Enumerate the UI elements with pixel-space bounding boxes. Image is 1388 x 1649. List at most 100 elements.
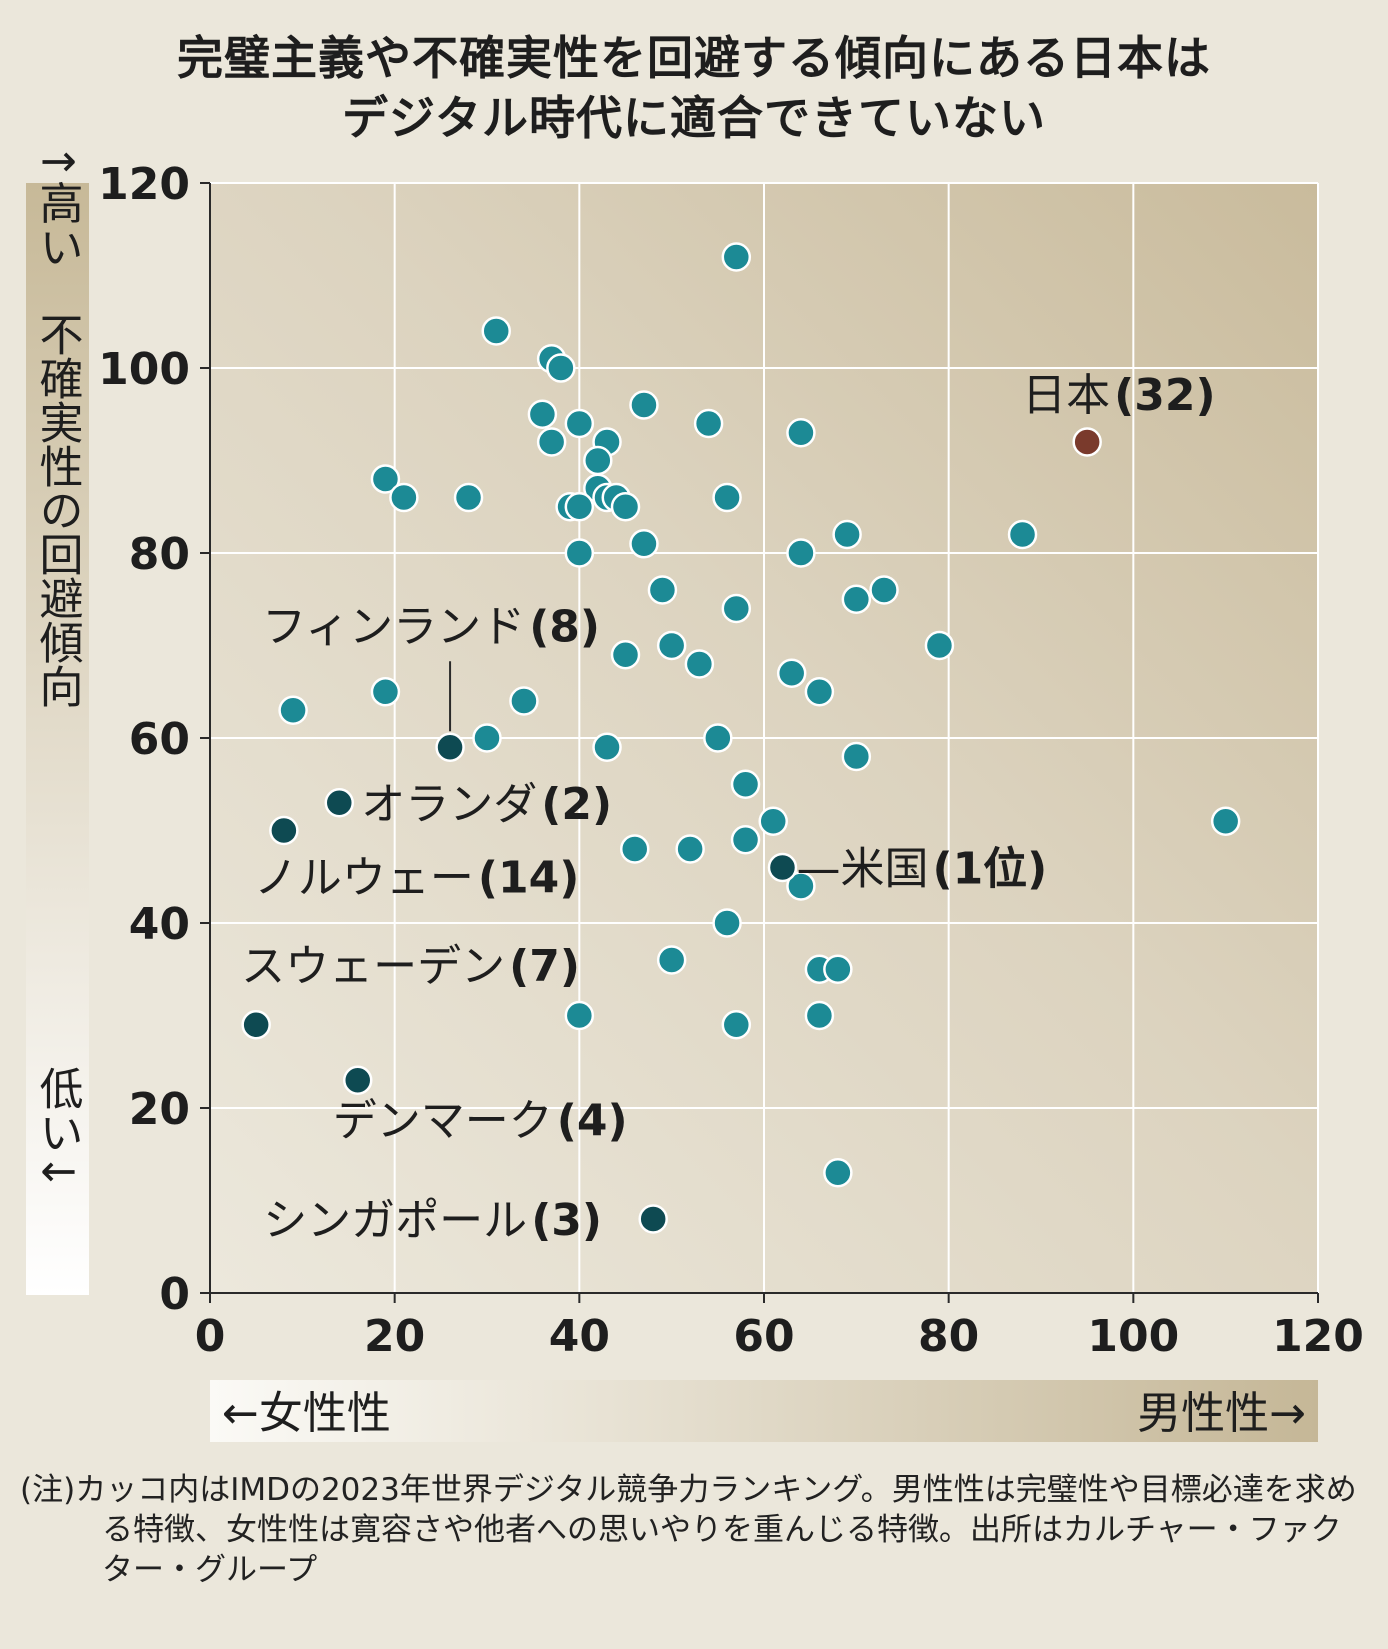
- point-label-country: デンマーク: [333, 1095, 553, 1146]
- data-point: [703, 723, 733, 753]
- chart-title-line-2: デジタル時代に適合できていない: [341, 91, 1047, 145]
- data-points: [241, 242, 1241, 1234]
- y-tick-label: 40: [129, 899, 190, 950]
- data-point: [786, 538, 816, 568]
- data-point: [712, 908, 742, 938]
- data-point: [241, 1010, 271, 1040]
- x-label-masculine: 男性性→: [1137, 1388, 1306, 1439]
- data-point: [786, 871, 816, 901]
- point-label-rank: (8): [529, 601, 600, 652]
- point-label-rank: (4): [557, 1095, 628, 1146]
- data-point: [592, 732, 622, 762]
- point-label-country: スウェーデン: [241, 941, 505, 992]
- data-point: [841, 741, 872, 772]
- y-tick-label: 80: [129, 529, 190, 580]
- data-point: [638, 1204, 668, 1234]
- footnote-text: (注)カッコ内はIMDの2023年世界デジタル競争力ランキング。男性性は完璧性や…: [20, 1472, 1357, 1588]
- y-axis-band: [26, 183, 89, 1295]
- data-point: [869, 575, 899, 605]
- y-tick-label: 100: [98, 344, 190, 395]
- point-label-country: シンガポール: [263, 1195, 527, 1246]
- y-label-low: 低い↓: [32, 1066, 84, 1191]
- y-tick-label: 120: [98, 159, 190, 210]
- point-label: シンガポール(3): [263, 1195, 602, 1246]
- data-point: [370, 677, 401, 707]
- data-point: [564, 1000, 595, 1031]
- point-label-country: 日本: [1022, 370, 1110, 421]
- data-point: [564, 538, 595, 568]
- point-label-rank: (7): [509, 941, 580, 992]
- point-label: フィンランド(8): [262, 601, 600, 652]
- data-point: [269, 815, 299, 846]
- x-tick-label: 100: [1087, 1311, 1179, 1362]
- data-point: [527, 399, 558, 429]
- point-label: スウェーデン(7): [241, 941, 580, 992]
- chart-title-line-1: 完璧主義や不確実性を回避する傾向にある日本は: [177, 31, 1211, 85]
- y-label-main: 不確実性の回避傾向: [32, 312, 84, 708]
- data-point: [767, 852, 798, 883]
- data-point: [536, 427, 567, 457]
- x-tick-label: 20: [364, 1311, 425, 1362]
- data-point: [823, 1158, 853, 1188]
- point-label-rank: (14): [478, 853, 579, 904]
- point-label: —米国(1位): [796, 844, 1047, 895]
- x-tick-label: 80: [918, 1311, 979, 1362]
- point-label-country: オランダ: [361, 779, 537, 830]
- data-point: [647, 575, 678, 605]
- data-point: [389, 482, 419, 513]
- data-point: [924, 630, 955, 661]
- data-point: [776, 658, 807, 688]
- data-point: [629, 390, 659, 420]
- data-point: [832, 519, 862, 550]
- point-label: デンマーク(4): [333, 1095, 628, 1146]
- data-point: [481, 316, 511, 346]
- x-tick-label: 40: [549, 1311, 610, 1362]
- data-point: [721, 593, 752, 624]
- y-tick-label: 20: [129, 1084, 190, 1135]
- data-point: [721, 242, 752, 272]
- point-label: オランダ(2): [361, 779, 612, 830]
- point-label-country: ノルウェー: [254, 853, 474, 904]
- point-label: 日本(32): [1022, 370, 1215, 421]
- x-tick-label: 120: [1272, 1311, 1364, 1362]
- data-point: [583, 445, 613, 476]
- data-point: [730, 769, 761, 799]
- data-point: [1007, 519, 1038, 550]
- data-point: [435, 732, 465, 762]
- data-point: [684, 649, 715, 679]
- data-point: [656, 630, 687, 661]
- y-label-high: ↑高い: [32, 144, 83, 269]
- grid: [210, 182, 1319, 1293]
- point-labels: 日本(32) フィンランド(8) オランダ(2) —米国(1位) ノルウェー(14) スウ…: [241, 370, 1215, 1246]
- axes: [200, 182, 1319, 1303]
- data-point: [370, 464, 401, 494]
- point-label-country: フィンランド: [262, 601, 525, 652]
- x-axis-band: [210, 1380, 1318, 1442]
- x-tick-label: 60: [733, 1311, 794, 1362]
- point-label-rank: (1位): [932, 844, 1047, 895]
- y-tick-label: 0: [159, 1269, 190, 1320]
- data-point: [342, 1065, 373, 1095]
- data-point: [629, 529, 659, 559]
- data-point: [564, 408, 595, 439]
- data-point: [509, 686, 539, 716]
- point-label: ノルウェー(14): [254, 853, 579, 904]
- data-point: [693, 408, 724, 439]
- x-label-feminine: ←女性性: [222, 1388, 391, 1439]
- point-label-rank: (2): [541, 779, 612, 830]
- data-point: [656, 945, 687, 975]
- data-point: [675, 834, 705, 864]
- data-point: [610, 492, 641, 522]
- y-tick-label: 60: [129, 714, 190, 765]
- point-label-rank: (3): [531, 1195, 602, 1246]
- data-point: [472, 723, 502, 753]
- data-point: [758, 806, 788, 836]
- data-point: [610, 640, 641, 670]
- tick-labels: 0 20 40 60 80 100 120 0 20 40 60 80 100 120: [98, 159, 1364, 1362]
- data-point: [1072, 427, 1102, 457]
- point-label-rank: (32): [1114, 370, 1215, 421]
- data-point: [546, 353, 576, 383]
- data-point: [564, 492, 595, 522]
- data-point: [804, 1000, 835, 1031]
- x-tick-label: 0: [195, 1311, 226, 1362]
